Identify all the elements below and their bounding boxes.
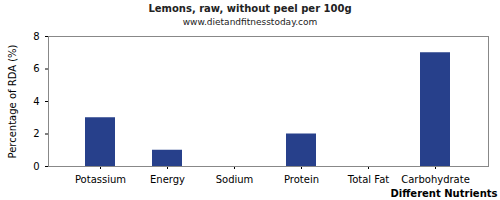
html-text:Lemons, raw, without peel per: Lemons, raw, without peel per 100g <box>148 3 352 14</box>
svg-text:Sodium: Sodium <box>216 174 254 185</box>
svg-text:6: 6 <box>33 63 39 74</box>
svg-text:4: 4 <box>33 96 39 107</box>
svg-text:8: 8 <box>33 31 39 42</box>
html-text:www.dietandfitnesstoday.com: www.dietandfitnesstoday.com <box>182 17 318 27</box>
svg-text:Carbohydrate: Carbohydrate <box>401 174 470 185</box>
svg-text:Different Nutrients: Different Nutrients <box>391 188 498 199</box>
svg-text:Percentage of RDA (%): Percentage of RDA (%) <box>7 44 18 158</box>
svg-text:0: 0 <box>33 161 39 172</box>
svg-text:Protein: Protein <box>284 174 319 185</box>
svg-text:2: 2 <box>33 128 39 139</box>
svg-text:Potassium: Potassium <box>75 174 126 185</box>
svg-text:Energy: Energy <box>150 174 185 185</box>
svg-text:Total Fat: Total Fat <box>347 174 389 185</box>
